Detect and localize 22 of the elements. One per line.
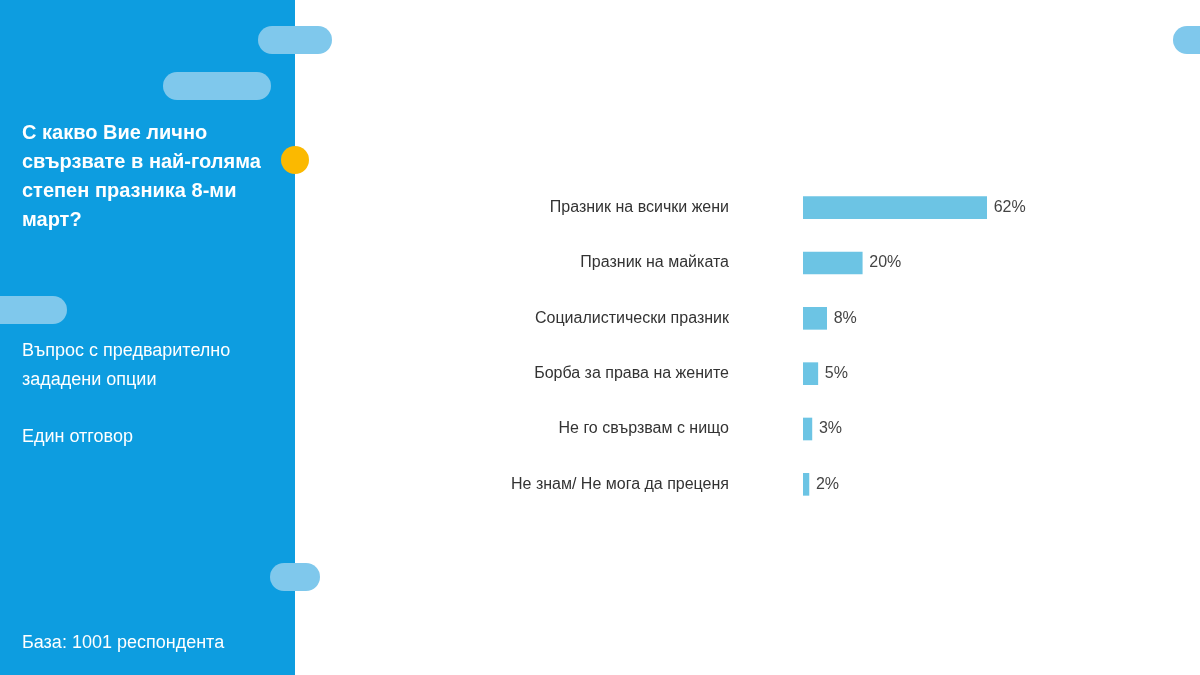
y-tick-label: Не знам/ Не мога да преценя (510, 474, 729, 492)
y-tick-label: Празник на майката (580, 253, 730, 271)
bar (803, 307, 828, 330)
bar (803, 417, 813, 441)
text: Въпрос с предварително зададени опции (22, 339, 232, 391)
text: С какво Вие лично свързвате в най-голяма степен празника 8-ми март? (22, 120, 262, 232)
bar (803, 196, 988, 219)
data-label: 5% (824, 364, 848, 382)
y-tick-label: Борба за права на жените (534, 364, 730, 382)
data-label: 8% (833, 308, 857, 326)
text: Един отговор (22, 425, 134, 448)
y-tick-label: Социалистически празник (535, 308, 730, 326)
data-label: 2% (815, 474, 840, 492)
y-tick-label: Не го свързвам с нищо (558, 419, 730, 437)
text: База: 1001 респондента (22, 631, 226, 654)
y-tick-label: Празник на всички жени (549, 198, 729, 216)
bar (803, 362, 819, 385)
data-label: 3% (818, 419, 843, 437)
bar (803, 251, 863, 275)
bar (803, 473, 810, 496)
data-label: 62% (993, 198, 1026, 216)
data-label: 20% (869, 253, 902, 271)
